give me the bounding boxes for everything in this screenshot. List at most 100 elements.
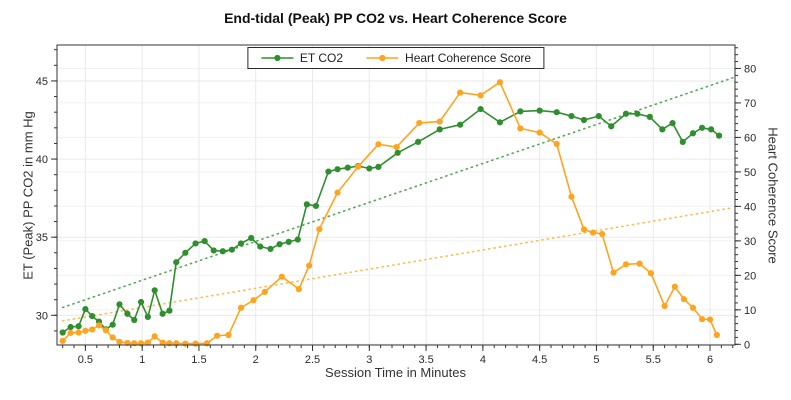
legend-item-et-co2[interactable]: ET CO2	[260, 51, 343, 65]
et-co2-marker	[159, 310, 166, 317]
et-co2-marker	[334, 166, 341, 173]
heart-coherence-marker	[536, 129, 543, 136]
et-co2-marker	[325, 168, 332, 175]
y-right-axis-title: Heart Coherence Score	[765, 127, 781, 264]
et-co2-marker	[595, 112, 602, 120]
et-co2-marker	[436, 126, 443, 133]
heart-coherence-marker	[496, 79, 504, 86]
x-axis-title: Session Time in Minutes	[325, 365, 466, 380]
line-marker-icon	[260, 54, 293, 62]
x-tick-label: 6	[707, 354, 713, 366]
et-co2-marker	[303, 201, 310, 208]
et-co2-marker	[89, 312, 96, 320]
heart-coherence-marker	[261, 288, 268, 295]
plot-border	[56, 44, 736, 346]
y-left-axis-title: ET (Peak) PP CO2 in mm Hg	[20, 111, 36, 280]
et-co2-marker	[124, 310, 131, 317]
heart-coherence-marker	[636, 260, 643, 267]
et-co2-marker	[415, 138, 422, 145]
heart-coherence-marker	[102, 327, 109, 334]
heart-coherence-line	[62, 81, 718, 345]
heart-coherence-marker	[159, 339, 166, 346]
heart-coherence-marker	[67, 329, 74, 337]
heart-coherence-marker	[599, 230, 606, 238]
heart-coherence-marker	[580, 226, 588, 233]
heart-coherence-marker	[237, 304, 245, 311]
et-co2-marker	[669, 120, 676, 127]
heart-coherence-marker	[95, 322, 103, 329]
heart-coherence-marker	[225, 331, 232, 339]
et-co2-marker	[689, 130, 697, 137]
et-co2-marker	[294, 236, 301, 243]
et-co2-marker	[536, 107, 543, 114]
et-co2-marker	[192, 240, 199, 247]
et-co2-marker	[553, 109, 560, 116]
heart-coherence-marker	[671, 283, 678, 290]
et-co2-marker	[496, 119, 504, 126]
et-co2-marker	[248, 234, 255, 242]
et-co2-marker	[166, 307, 173, 314]
heart-coherence-marker	[689, 304, 697, 311]
et-co2-marker	[276, 241, 283, 248]
et-co2-marker	[634, 110, 641, 117]
et-co2-marker	[82, 305, 89, 313]
y-right-tick-label: 0	[744, 339, 750, 351]
heart-coherence-marker	[647, 270, 655, 277]
y-left-tick-label: 35	[36, 232, 48, 244]
et-co2-marker	[67, 323, 74, 331]
y-right-tick-label: 10	[744, 305, 756, 317]
heart-coherence-marker	[416, 119, 423, 127]
et-co2-marker	[144, 313, 151, 320]
et-co2-marker	[580, 116, 588, 124]
et-co2-marker	[219, 248, 226, 255]
heart-coherence-marker	[82, 327, 89, 334]
x-tick-label: 5	[593, 354, 599, 366]
et-co2-marker	[344, 164, 351, 171]
et-co2-marker	[237, 240, 245, 247]
heart-coherence-marker	[680, 296, 687, 303]
heart-coherence-marker	[354, 163, 362, 170]
x-tick-label: 2.5	[305, 354, 320, 366]
heart-coherence-marker	[278, 273, 285, 280]
heart-coherence-marker	[316, 226, 323, 233]
heart-coherence-marker	[334, 189, 341, 196]
x-tick-label: 3.5	[418, 354, 433, 366]
x-tick-label: 2	[253, 354, 259, 366]
y-right-tick-label: 30	[744, 236, 756, 248]
heart-coherence-marker	[393, 143, 400, 151]
heart-coherence-marker	[375, 141, 382, 148]
heart-coherence-marker	[436, 118, 443, 125]
et-co2-marker	[375, 163, 382, 170]
legend-item-heart-coherence[interactable]: Heart Coherence Score	[365, 51, 531, 65]
et-co2-line	[62, 108, 720, 334]
heart-coherence-marker	[89, 326, 96, 333]
heart-coherence-marker	[706, 316, 714, 323]
y-right-tick-label: 20	[744, 270, 756, 282]
x-tick-label: 1	[139, 354, 145, 366]
y-left-tick-label: 45	[36, 76, 48, 88]
et-co2-marker	[173, 259, 180, 266]
heart-coherence-marker	[698, 316, 706, 323]
x-tick-label: 0.5	[78, 354, 93, 366]
et-co2-marker	[477, 105, 484, 113]
y-right-tick-label: 80	[744, 63, 756, 75]
et-co2-marker	[679, 138, 686, 145]
et-co2-marker	[210, 247, 217, 254]
heart-coherence-marker	[109, 334, 116, 341]
et-co2-marker	[75, 323, 82, 330]
et-co2-marker	[285, 238, 292, 245]
et-co2-marker	[59, 329, 66, 336]
heart-coherence-marker	[116, 338, 123, 345]
et-co2-marker	[716, 132, 723, 139]
et-co2-marker	[137, 298, 145, 306]
et-co2-marker	[622, 110, 630, 117]
legend: ET CO2 Heart Coherence Score	[246, 47, 545, 69]
y-right-tick-label: 70	[744, 98, 756, 110]
heart-coherence-marker	[553, 140, 560, 148]
y-left-tick-label: 30	[36, 310, 48, 322]
et-co2-marker	[116, 301, 123, 308]
heart-coherence-marker	[477, 92, 484, 99]
x-tick-label: 5.5	[646, 354, 661, 366]
et-co2-marker	[698, 124, 706, 131]
